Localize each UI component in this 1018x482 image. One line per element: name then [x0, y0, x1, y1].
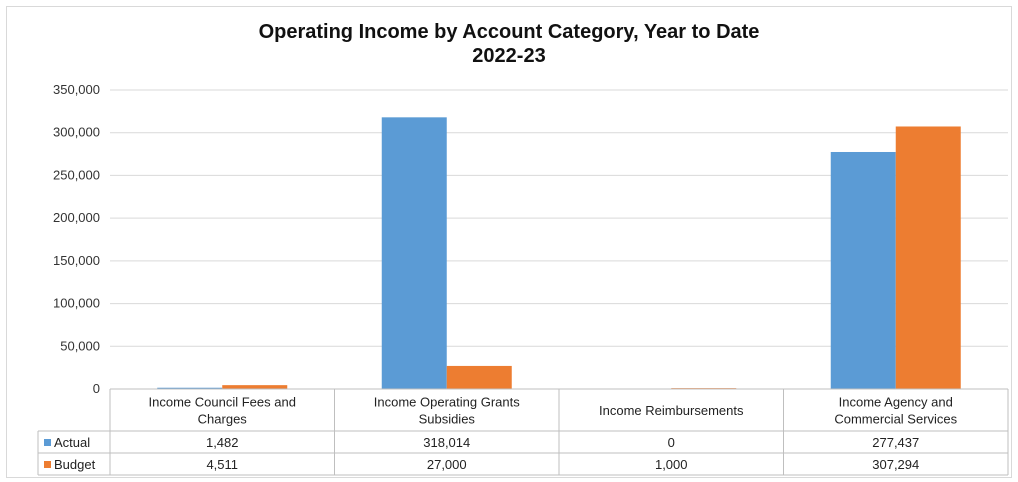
- category-label: Charges: [198, 412, 248, 427]
- y-tick-label: 300,000: [53, 125, 100, 140]
- legend-label: Actual: [54, 435, 90, 450]
- y-tick-label: 50,000: [60, 338, 100, 353]
- data-label: 318,014: [423, 435, 470, 450]
- category-label: Income Operating Grants: [374, 395, 520, 410]
- bar-budget: [895, 126, 961, 389]
- y-tick-label: 150,000: [53, 253, 100, 268]
- data-label: 1,000: [655, 457, 688, 472]
- y-tick-label: 100,000: [53, 296, 100, 311]
- data-label: 1,482: [206, 435, 239, 450]
- legend-label: Budget: [54, 457, 96, 472]
- category-label: Commercial Services: [834, 412, 957, 427]
- category-label: Income Agency and: [839, 395, 953, 410]
- category-label: Income Reimbursements: [599, 403, 744, 418]
- chart-title-line1: Operating Income by Account Category, Ye…: [258, 21, 760, 43]
- data-label: 277,437: [872, 435, 919, 450]
- data-label: 27,000: [427, 457, 467, 472]
- data-label: 0: [668, 435, 675, 450]
- chart-frame: [6, 6, 1012, 478]
- data-label: 307,294: [872, 457, 919, 472]
- y-tick-label: 350,000: [53, 82, 100, 97]
- bar-budget: [222, 385, 288, 389]
- y-tick-label: 0: [93, 381, 100, 396]
- bar-actual: [381, 117, 447, 389]
- data-label: 4,511: [206, 457, 238, 472]
- category-label: Subsidies: [419, 412, 476, 427]
- y-axis-ticks: 0 50,000 100,000 150,000 200,000 250,000 300,0…: [53, 82, 100, 396]
- data-table: Income Council Fees and Charges Income Ope…: [37, 388, 1009, 476]
- bar-budget: [446, 365, 512, 389]
- chart-title: Operating Income by Account Category, Ye…: [0, 20, 1018, 68]
- chart-subtitle: 2022-23: [472, 45, 546, 67]
- category-label: Income Council Fees and: [149, 395, 296, 410]
- legend-key-budget: [44, 461, 51, 468]
- bar-actual: [157, 387, 223, 389]
- y-tick-label: 200,000: [53, 210, 100, 225]
- y-tick-label: 250,000: [53, 167, 100, 182]
- bar-actual: [830, 151, 896, 389]
- legend-key-actual: [44, 439, 51, 446]
- bars: [157, 117, 961, 389]
